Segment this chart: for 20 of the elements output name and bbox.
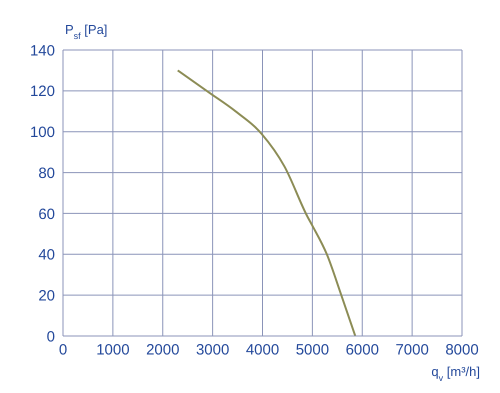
x-tick-label: 0 <box>58 342 68 359</box>
y-tick-label: 100 <box>30 124 55 142</box>
line-series <box>176 69 356 336</box>
y-tick-label: 120 <box>30 83 55 100</box>
x-tick-label: 5000 <box>296 342 330 359</box>
x-tick-label: 2000 <box>146 342 180 359</box>
x-tick-label: 7000 <box>395 342 429 359</box>
x-tick-label: 8000 <box>445 342 479 359</box>
y-tick-label: 80 <box>38 164 55 182</box>
x-tick-label: 6000 <box>346 342 379 359</box>
x-tick-label: 1000 <box>96 342 130 359</box>
x-tick-label: 3000 <box>196 342 230 359</box>
y-tick-label: 60 <box>38 206 55 223</box>
x-axis-title: q$_{v}$ [m³/h] <box>431 364 480 383</box>
y-tick-label: 140 <box>30 42 55 60</box>
x-tick-label: 4000 <box>246 342 280 359</box>
y-tick-label: 20 <box>38 287 55 304</box>
y-tick-label: 40 <box>38 246 55 264</box>
y-axis-title: P$_{sf}$ [Pa] <box>65 22 108 41</box>
y-tick-label: 0 <box>46 328 55 346</box>
